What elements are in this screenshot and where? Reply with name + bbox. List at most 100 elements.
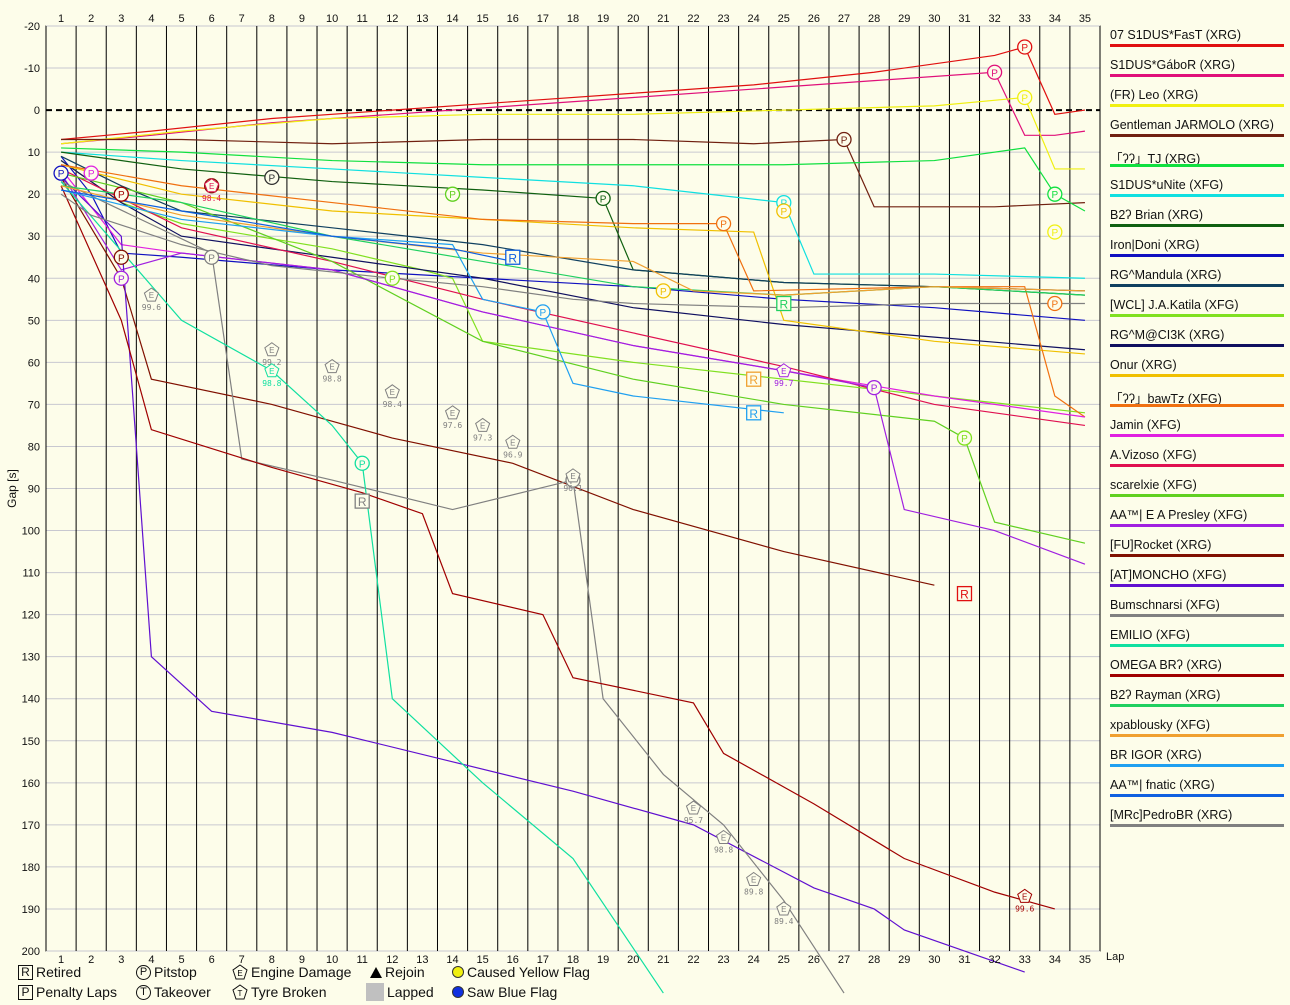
engine-damage-value: 97.3 [473,433,492,442]
x-tick-label-bottom: 32 [988,954,1000,966]
x-tick-label-bottom: 35 [1079,954,1091,966]
x-tick-label-bottom: 16 [507,954,519,966]
pitstop-marker-label: P [449,190,456,201]
pitstop-marker [595,190,611,207]
x-tick-label-bottom: 15 [477,954,489,966]
legend-item: BR IGOR (XRG) [1108,746,1284,776]
pitstop-marker [203,249,220,265]
key-lapped-label: Lapped [387,984,434,1000]
pitstop-marker-label: P [720,220,727,231]
x-tick-label-top: 24 [748,13,760,25]
legend-item: AA™| fnatic (XRG) [1108,776,1284,806]
x-tick-label-top: 16 [507,13,519,25]
retired-marker-label: R [960,588,969,602]
pitstop-marker-label: P [660,287,667,298]
pitstop-marker-label: P [359,459,366,470]
engine-damage-value: 95.7 [684,816,703,825]
engine-damage-marker [264,342,280,357]
engine-damage-marker [685,800,702,815]
legend-item: xpablousky (XFG) [1108,716,1284,746]
engine-damage-marker [715,829,732,844]
pitstop-marker-label: P [208,253,215,264]
x-tick-label-bottom: 34 [1049,954,1061,966]
legend-item: [AT]MONCHO (XFG) [1108,566,1284,596]
x-tick-label-bottom: 33 [1019,954,1031,966]
pitstop-marker [113,270,129,286]
x-tick-label-bottom: 14 [446,954,458,966]
x-tick-label-bottom: 22 [687,954,699,966]
pitstop-marker [986,64,1003,80]
key-engine-label: Engine Damage [251,964,352,980]
pitstop-marker [866,379,882,396]
pitstop-marker-label: P [269,173,276,184]
engine-damage-value: 89.4 [774,917,793,926]
engine-damage-value: 98.4 [202,194,221,203]
x-tick-label-bottom: 31 [958,954,970,966]
x-tick-label-top: 8 [269,13,275,25]
x-tick-label-bottom: 27 [838,954,850,966]
pitstop-marker [776,203,792,219]
y-tick-label: 190 [22,904,40,916]
x-tick-label-bottom: 11 [356,954,367,966]
x-tick-label-top: 29 [898,13,910,25]
legend-label: OMEGA BRʔ (XRG) [1110,658,1222,672]
chart-markers: PPPPPPPPPPPPPPPPPPPPPPPPPPPRRRRRRE99.6E9… [53,39,1063,926]
pitstop-marker-label: P [118,190,125,201]
series-line [60,160,1086,414]
x-tick-label-top: 5 [178,13,184,25]
engine-damage-marker-symbol: E [570,472,575,481]
key-pitstop-label: Pitstop [154,964,197,980]
legend-swatch [1110,344,1284,347]
key-retired: R Retired [18,964,81,980]
key-penalty-label: Penalty Laps [36,984,117,1000]
engine-damage-marker [204,178,220,193]
pitstop-marker-label: P [1021,43,1028,54]
legend-swatch [1110,314,1284,317]
x-tick-label-bottom: 25 [778,954,790,966]
x-tick-label-bottom: 20 [627,954,639,966]
engine-damage-marker [565,468,581,483]
engine-damage-marker-symbol: E [209,182,214,191]
engine-damage-value: 99.6 [1015,904,1034,913]
engine-damage-marker-symbol: E [269,346,274,355]
legend-swatch [1110,164,1284,167]
pitstop-marker [836,131,852,148]
y-tick-label: 140 [22,694,40,706]
engine-damage-marker-symbol: E [691,804,696,813]
y-axis-label: Gap [s] [5,469,19,508]
legend-swatch [1110,794,1284,797]
series-line [61,138,1085,208]
x-tick-label-top: 21 [657,13,669,25]
legend-item: scarelxie (XFG) [1108,476,1284,506]
engine-damage-value: 99.7 [774,379,793,388]
engine-damage-marker-symbol: E [721,833,726,842]
legend-label: BR IGOR (XRG) [1110,748,1202,762]
retired-marker [354,493,370,509]
legend-item: AA™| E A Presley (XFG) [1108,506,1284,536]
y-tick-label: 200 [22,946,40,958]
x-tick-label-top: 13 [416,13,428,25]
y-tick-label: 150 [22,736,40,748]
y-tick-label: -10 [24,63,40,75]
legend-swatch [1110,284,1284,287]
legend-item: S1DUS*uNite (XFG) [1108,176,1284,206]
y-tick-label: 100 [22,526,40,538]
legend-label: RG^M@CI3K (XRG) [1110,328,1225,342]
pitstop-marker-label: P [389,274,396,285]
svg-text:E: E [237,969,242,978]
pitstop-marker [83,165,99,181]
series-line [60,160,1085,351]
x-tick-label-bottom: 1 [58,954,64,966]
retired-marker [956,585,973,602]
x-tick-label-bottom: 4 [148,954,154,966]
retired-marker-label: R [749,373,758,387]
legend-swatch [1110,434,1284,437]
retired-marker [776,295,792,312]
engine-damage-marker-symbol: E [329,363,334,372]
x-tick-label-bottom: 29 [898,954,910,966]
legend-swatch [1110,464,1284,467]
x-tick-label-bottom: 2 [88,954,94,966]
pitstop-marker-label: P [1051,300,1058,311]
legend-label: Bumschnarsi (XFG) [1110,598,1220,612]
x-tick-label-bottom: 7 [239,954,245,966]
